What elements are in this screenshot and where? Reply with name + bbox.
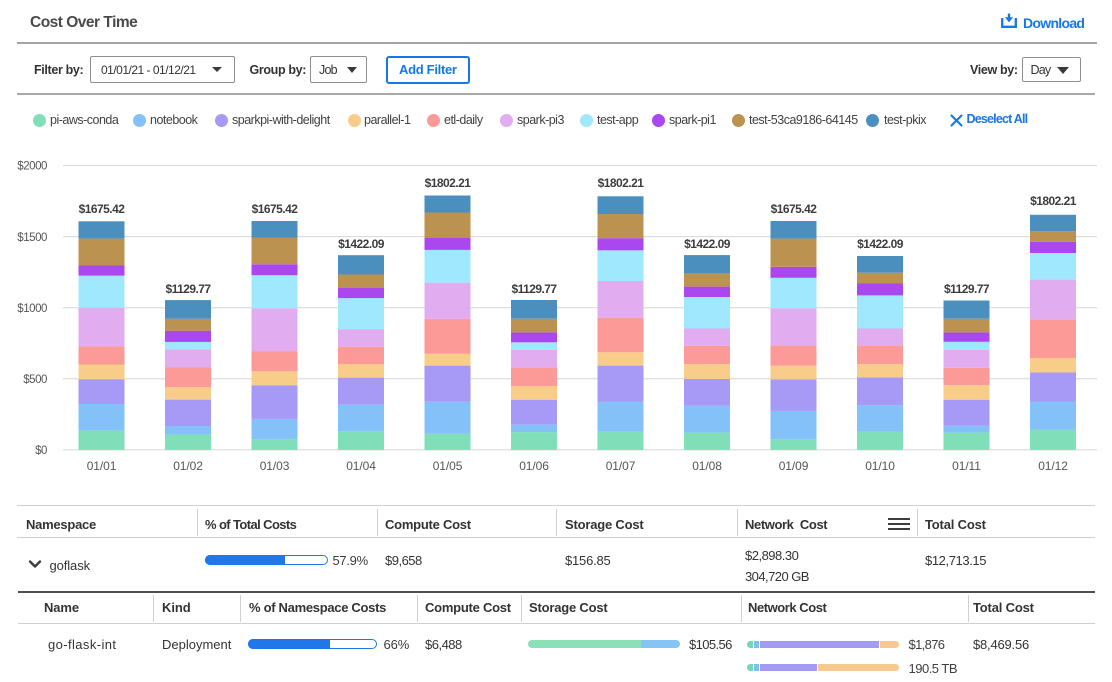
svg-text:$1422.09: $1422.09 xyxy=(857,237,904,251)
svg-text:$1422.09: $1422.09 xyxy=(338,237,385,251)
svg-text:01/04: 01/04 xyxy=(346,459,376,473)
svg-text:01/06: 01/06 xyxy=(519,459,549,473)
svg-text:01/09: 01/09 xyxy=(779,459,809,473)
svg-text:01/07: 01/07 xyxy=(606,459,636,473)
svg-text:$1500: $1500 xyxy=(17,232,47,244)
svg-text:$500: $500 xyxy=(23,374,47,386)
svg-text:$1422.09: $1422.09 xyxy=(684,237,731,251)
svg-text:01/10: 01/10 xyxy=(865,459,895,473)
svg-text:01/12: 01/12 xyxy=(1038,459,1068,473)
svg-text:$1675.42: $1675.42 xyxy=(771,202,818,216)
svg-text:$1129.77: $1129.77 xyxy=(944,282,990,296)
svg-text:01/03: 01/03 xyxy=(260,459,290,473)
svg-text:$1129.77: $1129.77 xyxy=(166,282,212,296)
svg-text:01/08: 01/08 xyxy=(692,459,722,473)
svg-text:$2000: $2000 xyxy=(17,161,47,173)
svg-text:01/05: 01/05 xyxy=(433,459,463,473)
svg-text:01/02: 01/02 xyxy=(173,459,203,473)
svg-text:$1675.42: $1675.42 xyxy=(252,202,299,216)
svg-text:$1802.21: $1802.21 xyxy=(598,176,645,190)
svg-text:$1000: $1000 xyxy=(17,303,47,315)
svg-text:$1675.42: $1675.42 xyxy=(79,202,126,216)
svg-text:$1129.77: $1129.77 xyxy=(512,282,558,296)
svg-text:$1802.21: $1802.21 xyxy=(425,176,472,190)
svg-text:01/01: 01/01 xyxy=(87,459,117,473)
svg-text:$0: $0 xyxy=(35,445,47,457)
svg-text:01/11: 01/11 xyxy=(952,459,981,473)
svg-text:$1802.21: $1802.21 xyxy=(1030,194,1077,208)
